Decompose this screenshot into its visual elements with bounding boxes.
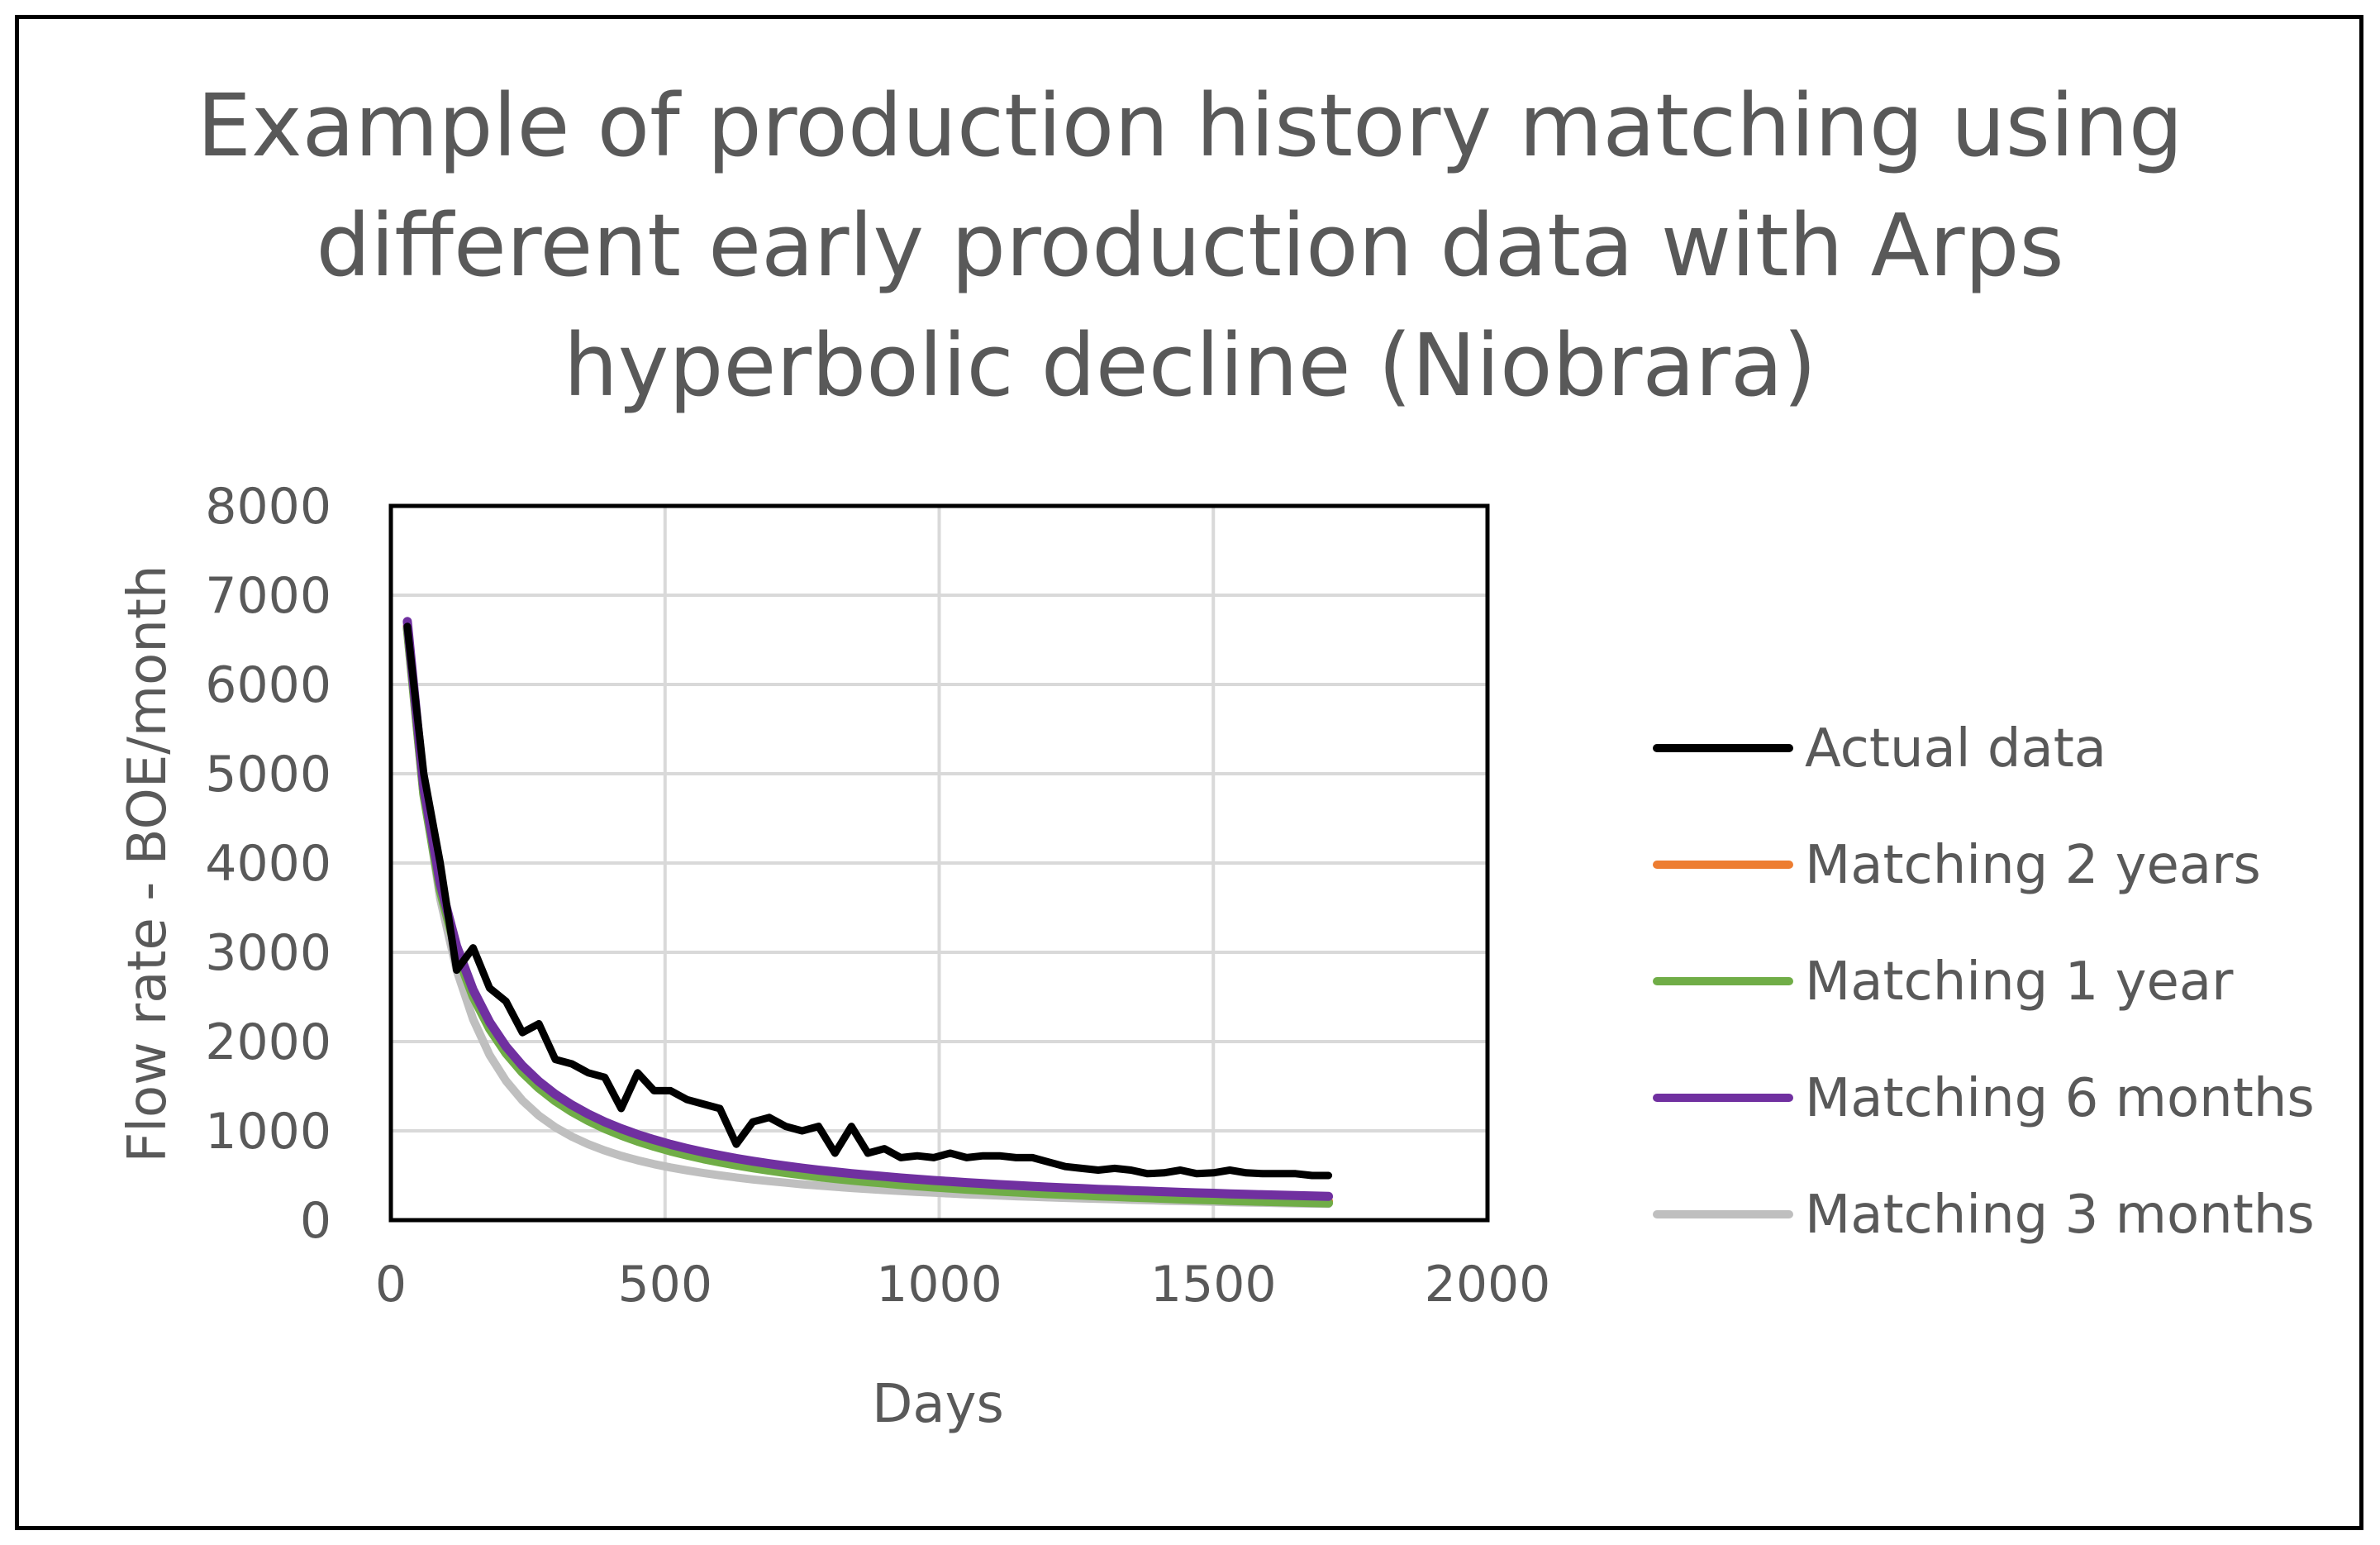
y-tick-label: 1000 xyxy=(205,1103,331,1161)
series-line-matching-3-months xyxy=(402,618,1333,1209)
x-axis-title: Days xyxy=(872,1374,1004,1435)
legend-label-matching-2-years: Matching 2 years xyxy=(1805,835,2261,896)
legend-label-matching-3-months: Matching 3 months xyxy=(1805,1185,2315,1246)
y-tick-label: 8000 xyxy=(205,478,331,536)
x-tick-label: 500 xyxy=(617,1256,712,1314)
x-tick-label: 0 xyxy=(375,1256,407,1314)
series-layer xyxy=(402,617,1334,1209)
series-line-actual-data xyxy=(403,622,1333,1180)
legend-label-matching-6-months: Matching 6 months xyxy=(1805,1068,2315,1129)
x-tick-label: 1000 xyxy=(876,1256,1002,1314)
y-tick-label: 7000 xyxy=(205,567,331,625)
y-axis-title: Flow rate - BOE/month xyxy=(117,565,178,1162)
series-line-matching-2-years xyxy=(402,622,1334,1206)
legend-label-actual-data: Actual data xyxy=(1805,718,2106,780)
gridlines xyxy=(389,504,1489,1222)
x-tick-label: 1500 xyxy=(1150,1256,1277,1314)
series-line-matching-6-months xyxy=(402,617,1334,1201)
x-tick-label: 2000 xyxy=(1425,1256,1551,1314)
plot-area-border xyxy=(388,503,1490,1223)
series-line-matching-1-year xyxy=(402,623,1334,1208)
y-tick-label: 2000 xyxy=(205,1013,331,1071)
chart-title-line-3: hyperbolic decline (Niobrara) xyxy=(564,315,1816,416)
y-tick-label: 6000 xyxy=(205,656,331,714)
y-tick-labels: 0 1000 2000 3000 4000 5000 6000 7000 8000 xyxy=(205,478,331,1250)
y-tick-label: 0 xyxy=(300,1192,331,1250)
y-tick-label: 5000 xyxy=(205,746,331,803)
legend-label-matching-1-year: Matching 1 year xyxy=(1805,951,2234,1013)
y-tick-label: 4000 xyxy=(205,835,331,893)
x-tick-labels: 0 500 1000 1500 2000 xyxy=(375,1256,1550,1314)
y-tick-label: 3000 xyxy=(205,924,331,982)
chart-title-line-2: different early production data with Arp… xyxy=(316,195,2063,296)
chart-title-line-1: Example of production history matching u… xyxy=(197,75,2183,176)
legend: Actual data Matching 2 years Matching 1 ye… xyxy=(1653,718,2315,1246)
